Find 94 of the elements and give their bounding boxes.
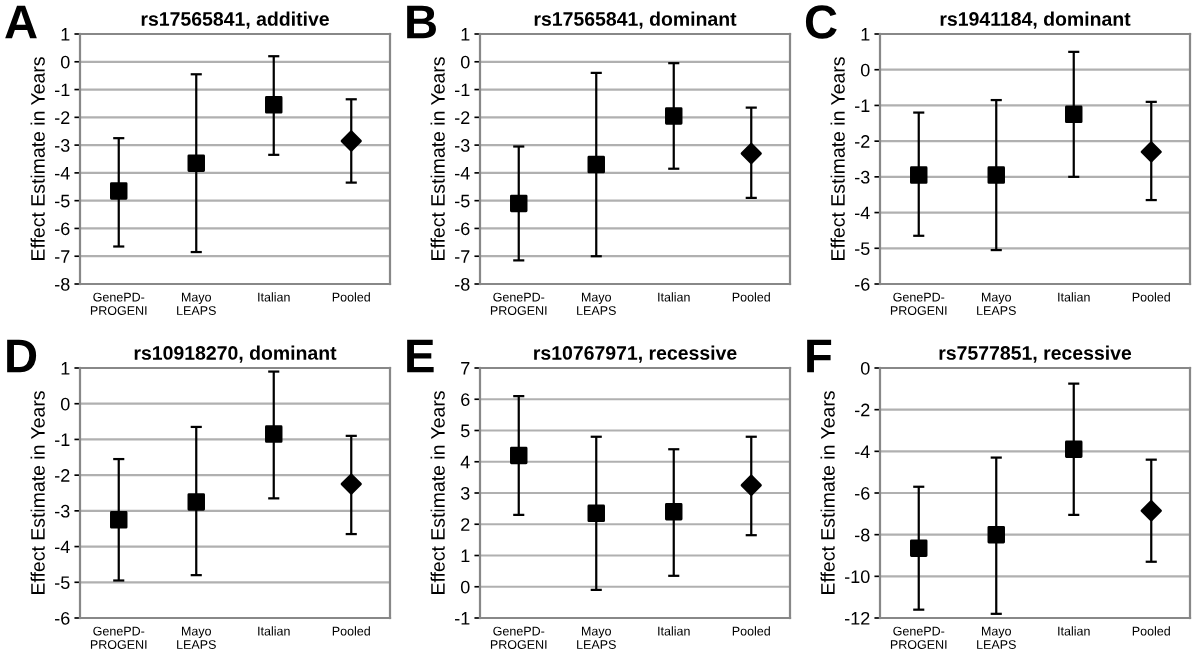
- y-tick-label: 1: [461, 549, 470, 563]
- y-tick-label: 5: [460, 424, 470, 438]
- point: [587, 504, 605, 523]
- y-tick-label: -4: [55, 540, 70, 554]
- point: [340, 473, 362, 495]
- text: F: [807, 339, 832, 373]
- point: [510, 446, 528, 465]
- point: [1065, 105, 1083, 124]
- y-axis-title: Effect Estimate in Years: [820, 391, 835, 594]
- y-tick-label: 1: [61, 362, 70, 375]
- y-tick-label: 7: [461, 362, 470, 375]
- y-tick-label: -1: [55, 433, 70, 446]
- text: A: [5, 5, 37, 39]
- chart-title: rs10918270, dominant: [134, 345, 337, 363]
- y-tick-label: -1: [55, 83, 70, 97]
- point: [265, 96, 283, 114]
- chart-title: rs1941184, dominant: [940, 11, 1131, 29]
- y-tick-label: -6: [855, 277, 870, 291]
- chart-title: rs7577851, recessive: [939, 345, 1132, 363]
- y-tick-label: 4: [460, 455, 470, 469]
- point: [110, 511, 128, 529]
- point: [340, 130, 362, 152]
- y-tick-label: -4: [855, 206, 870, 220]
- y-tick-label: -5: [855, 242, 870, 256]
- y-tick-label: 2: [461, 518, 470, 531]
- y-tick-label: -2: [855, 403, 870, 417]
- y-tick-label: -6: [855, 486, 870, 500]
- y-tick-label: -6: [55, 222, 70, 236]
- point: [665, 503, 683, 521]
- y-tick-label: -1: [455, 83, 470, 97]
- y-tick-label: -2: [855, 135, 870, 148]
- y-tick-label: 0: [60, 55, 70, 69]
- text: E: [407, 339, 434, 373]
- y-tick-label: 1: [861, 28, 870, 41]
- y-tick-label: 1: [61, 28, 70, 41]
- y-tick-label: -6: [55, 611, 70, 625]
- y-tick-label: -1: [455, 612, 470, 625]
- point: [187, 154, 205, 172]
- point: [910, 166, 928, 184]
- y-tick-label: -5: [55, 576, 70, 590]
- y-tick-label: -8: [455, 277, 470, 291]
- point: [1065, 440, 1083, 458]
- y-tick-label: -4: [855, 445, 870, 458]
- point: [987, 525, 1005, 544]
- chart-title: rs17565841, additive: [141, 11, 329, 29]
- y-tick-label: -4: [455, 167, 470, 180]
- y-tick-label: -8: [55, 277, 70, 291]
- y-tick-label: -5: [455, 194, 470, 208]
- y-tick-label: 6: [461, 393, 470, 406]
- point: [587, 155, 605, 174]
- point: [265, 425, 283, 443]
- point: [910, 539, 928, 557]
- y-tick-label: -1: [855, 99, 870, 112]
- y-axis-title: Effect Estimate in Years: [830, 57, 845, 260]
- y-tick-label: -2: [55, 111, 70, 124]
- point: [187, 493, 205, 511]
- y-tick-label: -5: [55, 194, 70, 208]
- y-tick-label: 0: [460, 55, 470, 69]
- y-axis-title: Effect Estimate in Years: [30, 391, 45, 594]
- y-tick-label: -3: [55, 139, 70, 152]
- point: [510, 194, 528, 213]
- point: [1140, 500, 1162, 522]
- text: C: [805, 5, 837, 39]
- chart-title: rs10767971, recessive: [534, 345, 737, 363]
- y-tick-label: -4: [55, 167, 70, 180]
- y-tick-label: -10: [844, 570, 870, 584]
- point: [665, 107, 683, 125]
- point: [987, 166, 1005, 184]
- y-tick-label: -3: [455, 139, 470, 152]
- y-tick-label: -7: [455, 250, 470, 263]
- y-tick-label: 0: [60, 397, 70, 411]
- y-tick-label: 0: [860, 361, 870, 375]
- text: B: [407, 5, 436, 39]
- point: [740, 142, 762, 165]
- y-tick-label: 0: [860, 63, 870, 77]
- y-tick-label: 0: [460, 580, 470, 594]
- point: [740, 474, 762, 496]
- text: D: [7, 339, 37, 373]
- y-tick-label: -2: [455, 111, 470, 124]
- y-tick-label: -3: [55, 504, 70, 518]
- point: [1140, 141, 1162, 163]
- y-axis-title: Effect Estimate in Years: [30, 57, 45, 260]
- y-tick-label: -8: [855, 528, 870, 542]
- y-tick-label: 3: [460, 486, 470, 500]
- y-tick-label: 1: [461, 28, 470, 41]
- point: [110, 182, 128, 200]
- y-tick-label: -2: [55, 469, 70, 482]
- y-tick-label: -6: [455, 222, 470, 236]
- y-tick-label: -3: [855, 170, 870, 184]
- y-tick-label: -12: [844, 611, 870, 625]
- y-axis-title: Effect Estimate in Years: [430, 57, 445, 260]
- y-tick-label: -7: [55, 250, 70, 263]
- y-axis-title: Effect Estimate in Years: [430, 391, 445, 594]
- chart-title: rs17565841, dominant: [534, 11, 737, 29]
